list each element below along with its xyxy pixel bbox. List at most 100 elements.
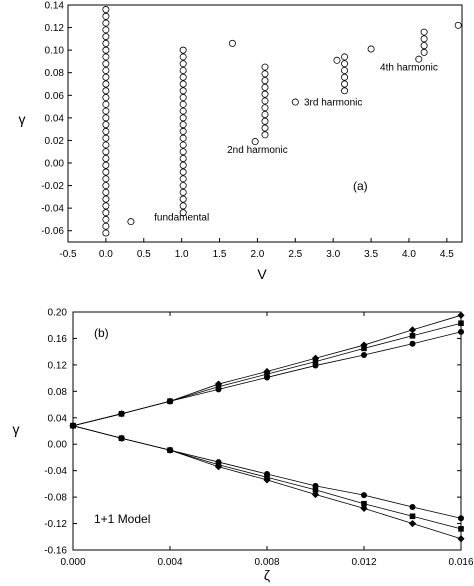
data-point [361,351,367,358]
data-point [408,519,417,528]
data-point [179,53,187,61]
data-point [102,60,110,68]
data-point [261,124,269,132]
data-point [261,70,269,78]
data-point [228,39,236,47]
data-point [102,114,110,122]
data-point [261,90,269,98]
data-point [179,202,187,210]
panel-b-xtick-label: 0.008 [254,557,279,568]
data-point [291,98,299,106]
data-point [215,386,222,393]
data-point [102,6,110,14]
data-point [261,110,269,118]
data-point [312,482,319,489]
data-point [102,209,110,217]
data-point [179,141,187,149]
panel-a-ytick-label: 0.12 [45,23,65,34]
data-point [102,168,110,176]
panel-b-ytick-label: -0.16 [44,546,67,557]
data-point [102,148,110,156]
panel-a-ytick-label: 0.10 [45,46,65,57]
data-point [102,229,110,237]
data-point [102,154,110,162]
data-point [420,35,428,43]
panel-a-annotation: 4th harmonic [380,62,438,73]
data-point [102,19,110,27]
data-point [179,175,187,183]
data-point [261,131,269,139]
panel-a-xtick-label: 1.0 [175,249,189,260]
data-point [457,311,465,319]
panel-a-label: (a) [353,179,368,193]
data-point [179,100,187,108]
panel-a-frame [67,4,463,243]
data-point [102,134,110,142]
panel-a-ytick-label: 0.08 [45,68,65,79]
panel-a-ytick-label: -0.02 [41,181,64,192]
data-point [179,73,187,81]
data-point [102,73,110,81]
data-point [102,202,110,210]
panel-a-xtick-label: 4.5 [440,249,454,260]
panel-b-ytick-label: -0.12 [44,519,67,530]
data-point [179,60,187,68]
data-point [167,398,173,405]
data-point [102,46,110,54]
data-point [70,422,76,429]
data-point [361,345,367,352]
data-point [264,474,270,481]
panel-a-xtick-label: 1.5 [213,249,227,260]
panel-b-ylabel: γ [13,421,20,437]
data-point [102,87,110,95]
data-point [312,362,319,369]
data-point [179,182,187,190]
data-point [264,371,270,377]
data-point [454,21,462,29]
data-point [261,63,269,71]
data-point [179,195,187,203]
data-point [102,195,110,203]
data-point [409,340,416,347]
data-point [341,80,349,88]
data-point [179,188,187,196]
panel-b-ytick-label: 0.16 [48,334,68,345]
panel-a-xtick-label: 2.0 [250,249,264,260]
data-point [341,73,349,81]
data-point [179,80,187,88]
panel-a-xlabel: V [257,266,267,282]
data-point [409,504,416,511]
data-point [420,28,428,36]
data-point [102,39,110,47]
data-point [102,94,110,102]
data-point [102,188,110,196]
data-point [118,435,125,442]
panel-b-xtick-label: 0.004 [157,557,182,568]
data-point [264,470,270,477]
data-point [102,127,110,135]
panel-b-label: (b) [94,326,109,340]
data-point [102,53,110,61]
data-point [420,48,428,56]
data-point [458,515,464,522]
data-point [102,161,110,169]
data-point [179,121,187,129]
data-point [118,410,125,417]
panel-a-ytick-label: 0.00 [45,159,65,170]
panel-b-ytick-label: 0.00 [48,440,68,451]
panel-a-ytick-label: 0.04 [45,113,65,124]
data-point [102,222,110,230]
data-point [261,83,269,91]
panel-b-ytick-label: -0.08 [44,493,67,504]
data-point [179,114,187,122]
data-point [179,87,187,95]
panel-a-ytick-label: 0.06 [45,91,65,102]
data-point [102,80,110,88]
data-point [102,175,110,183]
data-point [215,459,222,466]
data-point [312,487,319,493]
data-point [261,77,269,85]
data-point [409,513,416,520]
panel-a-ytick-label: -0.06 [41,226,64,237]
